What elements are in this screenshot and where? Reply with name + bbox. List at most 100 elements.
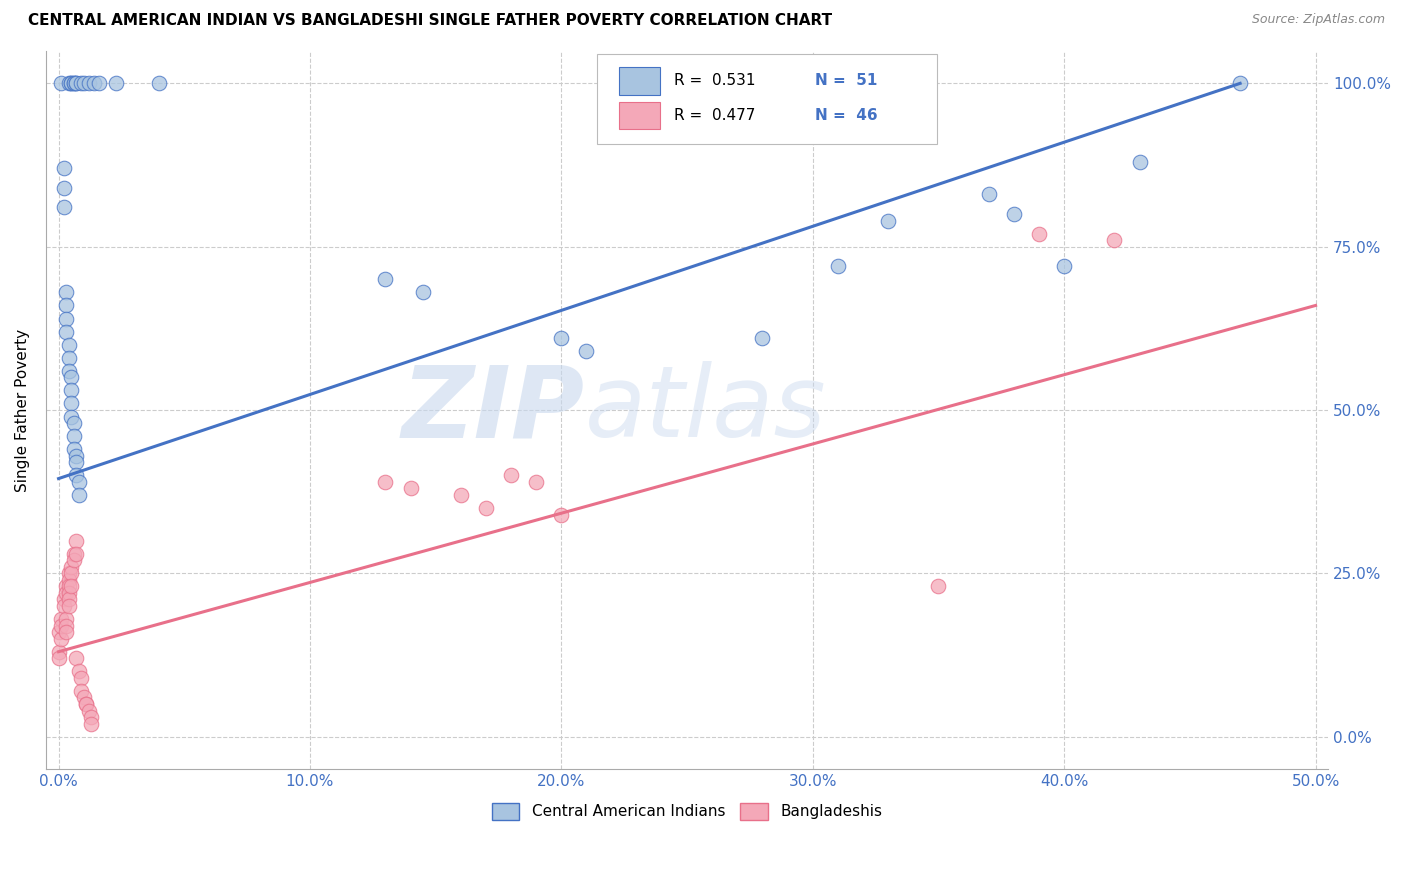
Point bbox=[73, 76, 96, 90]
Point bbox=[475, 500, 498, 515]
Point bbox=[827, 260, 849, 274]
Point bbox=[49, 612, 72, 626]
Point bbox=[62, 442, 84, 457]
Point bbox=[67, 488, 90, 502]
Point bbox=[1028, 227, 1050, 241]
Point bbox=[55, 618, 77, 632]
Text: R =  0.531: R = 0.531 bbox=[675, 73, 756, 88]
Point bbox=[55, 285, 77, 300]
Point bbox=[751, 331, 773, 345]
Point bbox=[58, 76, 80, 90]
Point bbox=[58, 337, 80, 351]
Point bbox=[60, 384, 83, 398]
Y-axis label: Single Father Poverty: Single Father Poverty bbox=[15, 328, 30, 491]
Text: ZIP: ZIP bbox=[402, 361, 585, 458]
Point bbox=[60, 559, 83, 574]
Point bbox=[65, 468, 87, 483]
Text: CENTRAL AMERICAN INDIAN VS BANGLADESHI SINGLE FATHER POVERTY CORRELATION CHART: CENTRAL AMERICAN INDIAN VS BANGLADESHI S… bbox=[28, 13, 832, 29]
Point bbox=[148, 76, 170, 90]
Point bbox=[65, 651, 87, 665]
Point bbox=[65, 455, 87, 469]
Point bbox=[877, 213, 900, 227]
Point bbox=[105, 76, 128, 90]
Point bbox=[48, 651, 70, 665]
Point bbox=[70, 671, 93, 685]
Point bbox=[1229, 76, 1251, 90]
Point bbox=[65, 76, 87, 90]
Point bbox=[70, 76, 93, 90]
Point bbox=[77, 76, 100, 90]
Point bbox=[75, 697, 97, 711]
Point bbox=[55, 612, 77, 626]
Point bbox=[73, 690, 96, 705]
Point bbox=[399, 482, 422, 496]
Point bbox=[58, 573, 80, 587]
Point bbox=[75, 697, 97, 711]
Point bbox=[62, 416, 84, 430]
Point bbox=[87, 76, 110, 90]
Legend: Central American Indians, Bangladeshis: Central American Indians, Bangladeshis bbox=[486, 797, 889, 826]
Point bbox=[55, 579, 77, 593]
Point bbox=[58, 566, 80, 581]
Point bbox=[48, 625, 70, 640]
Point bbox=[58, 586, 80, 600]
FancyBboxPatch shape bbox=[619, 102, 661, 129]
Point bbox=[58, 599, 80, 613]
Point bbox=[67, 475, 90, 489]
Point bbox=[49, 632, 72, 646]
Point bbox=[80, 716, 103, 731]
FancyBboxPatch shape bbox=[598, 54, 936, 145]
Point bbox=[374, 475, 396, 489]
Point bbox=[83, 76, 105, 90]
Point bbox=[70, 684, 93, 698]
Text: atlas: atlas bbox=[585, 361, 827, 458]
Point bbox=[52, 161, 75, 176]
Point bbox=[412, 285, 434, 300]
Point bbox=[499, 468, 522, 483]
Point bbox=[60, 579, 83, 593]
Point bbox=[65, 547, 87, 561]
Point bbox=[60, 409, 83, 424]
Point bbox=[67, 665, 90, 679]
Point bbox=[62, 429, 84, 443]
Point bbox=[550, 508, 572, 522]
Text: N =  46: N = 46 bbox=[815, 108, 877, 123]
FancyBboxPatch shape bbox=[619, 67, 661, 95]
Point bbox=[49, 76, 72, 90]
Point bbox=[450, 488, 472, 502]
Point bbox=[60, 370, 83, 384]
Point bbox=[1129, 154, 1152, 169]
Point bbox=[58, 351, 80, 365]
Point bbox=[575, 344, 598, 359]
Point bbox=[52, 592, 75, 607]
Point bbox=[62, 76, 84, 90]
Point bbox=[65, 449, 87, 463]
Point bbox=[58, 364, 80, 378]
Point bbox=[524, 475, 547, 489]
Point bbox=[58, 579, 80, 593]
Point bbox=[65, 76, 87, 90]
Point bbox=[65, 533, 87, 548]
Point bbox=[60, 76, 83, 90]
Point bbox=[60, 566, 83, 581]
Point bbox=[927, 579, 949, 593]
Point bbox=[55, 625, 77, 640]
Point bbox=[49, 618, 72, 632]
Point bbox=[977, 187, 1000, 202]
Point bbox=[550, 331, 572, 345]
Point bbox=[62, 76, 84, 90]
Point bbox=[80, 710, 103, 724]
Point bbox=[52, 201, 75, 215]
Point bbox=[374, 272, 396, 286]
Point bbox=[55, 325, 77, 339]
Point bbox=[1053, 260, 1076, 274]
Point bbox=[48, 645, 70, 659]
Text: Source: ZipAtlas.com: Source: ZipAtlas.com bbox=[1251, 13, 1385, 27]
Text: R =  0.477: R = 0.477 bbox=[675, 108, 755, 123]
Point bbox=[1104, 233, 1126, 247]
Text: N =  51: N = 51 bbox=[815, 73, 877, 88]
Point bbox=[62, 547, 84, 561]
Point bbox=[60, 76, 83, 90]
Point bbox=[60, 396, 83, 410]
Point bbox=[58, 592, 80, 607]
